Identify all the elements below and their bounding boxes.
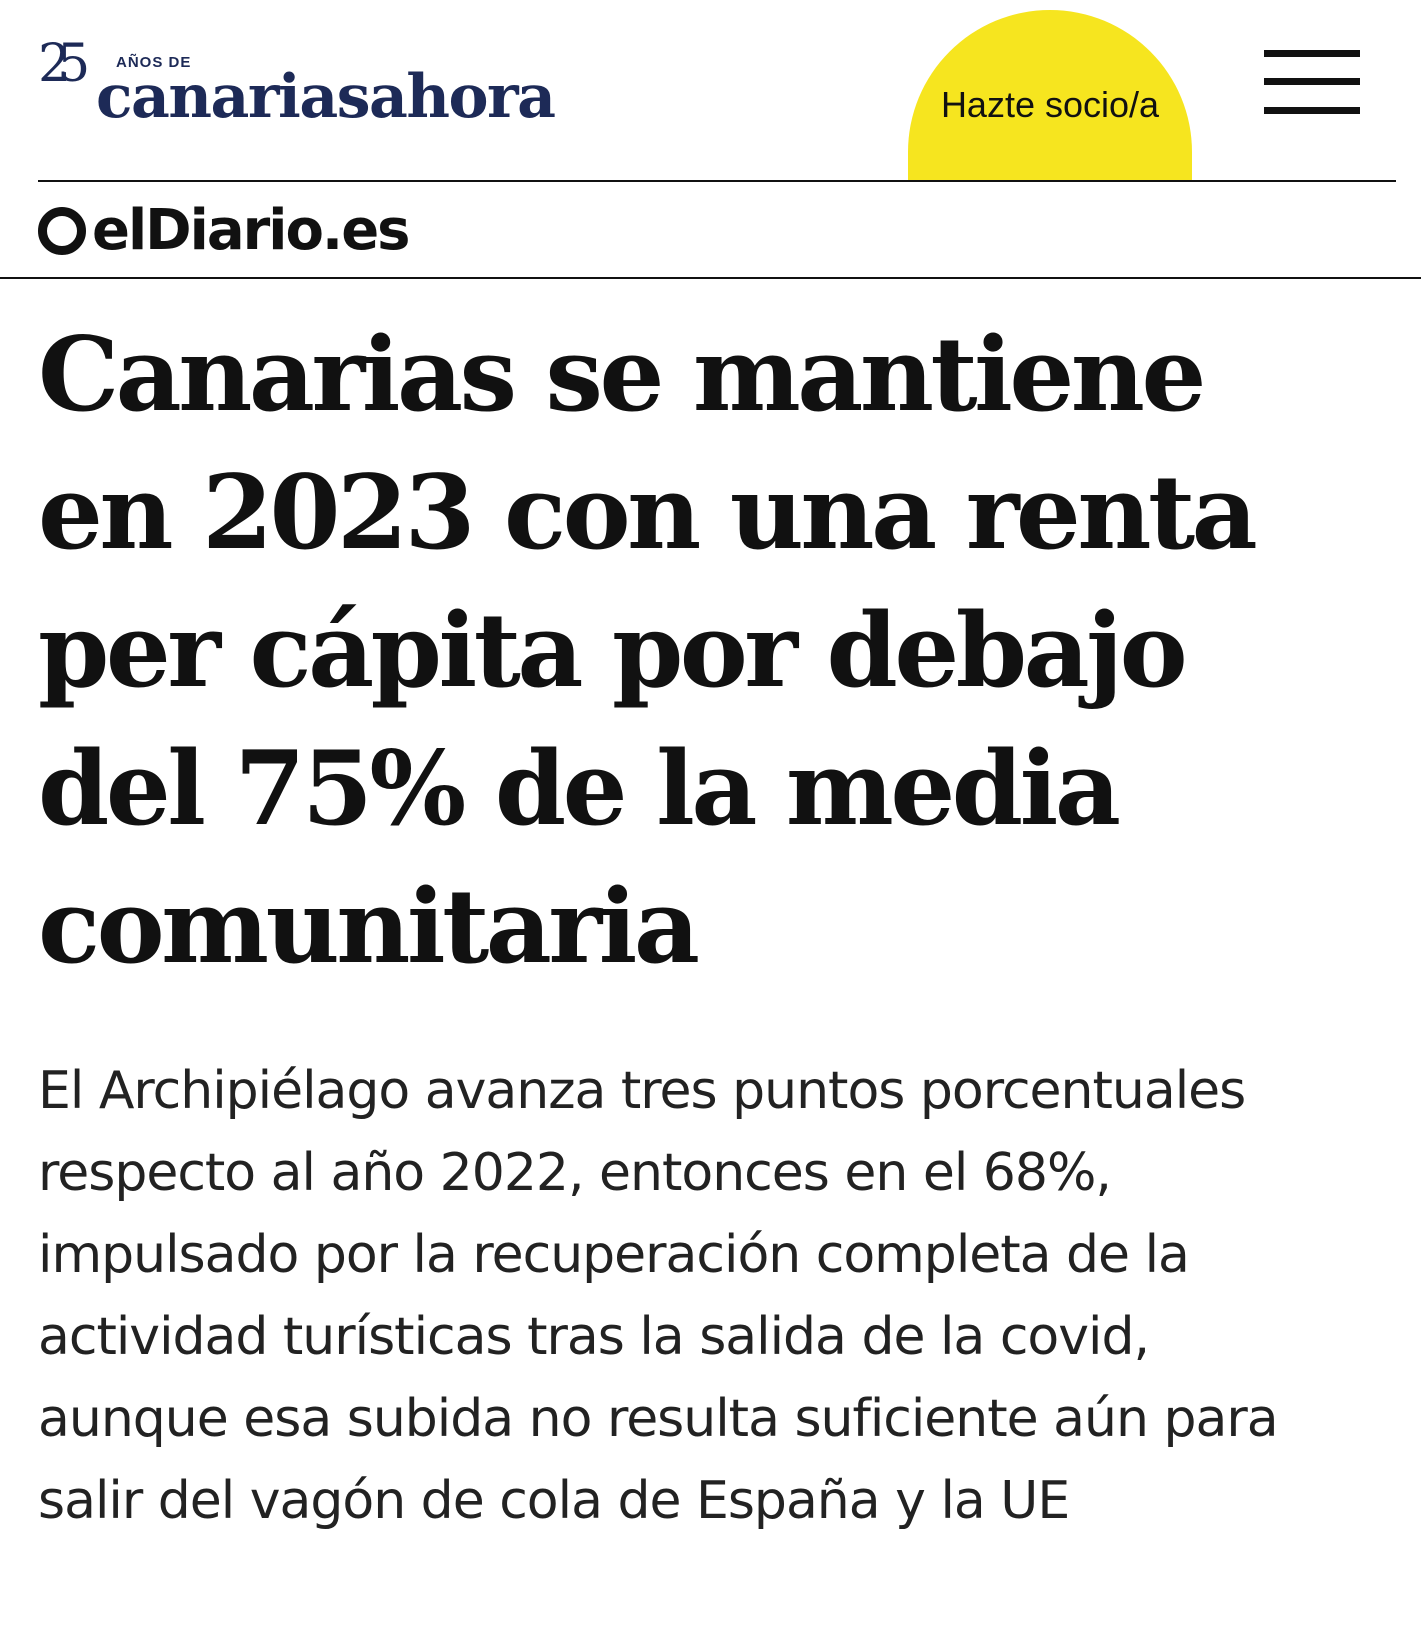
standfirst-line: respecto al año 2022, entonces en el 68%… xyxy=(38,1143,1112,1203)
site-header: 25 AÑOS DE canariasahora Hazte socio/a xyxy=(0,0,1421,182)
canariasahora-logo-link[interactable]: 25 AÑOS DE canariasahora xyxy=(38,36,638,136)
subscribe-button-label: Hazte socio/a xyxy=(940,84,1160,125)
partner-divider xyxy=(0,277,1421,279)
menu-bar-bottom xyxy=(1264,107,1360,114)
anniversary-label: AÑOS DE xyxy=(116,54,192,71)
headline-line: Canarias se mantiene xyxy=(38,315,1206,435)
site-name: canariasahora xyxy=(96,62,556,132)
anniversary-number: 25 xyxy=(38,34,90,94)
standfirst-line: impulsado por la recuperación completa d… xyxy=(38,1225,1190,1285)
article-standfirst: El Archipiélago avanza tres puntos porce… xyxy=(38,1050,1408,1542)
headline-line: per cápita por debajo xyxy=(38,591,1188,711)
partner-name: elDiario.es xyxy=(92,198,411,263)
headline-line: en 2023 con una renta xyxy=(38,453,1258,573)
eldiario-ring-icon xyxy=(38,207,86,255)
header-divider xyxy=(38,180,1396,182)
menu-bar-top xyxy=(1264,50,1360,57)
standfirst-line: actividad turísticas tras la salida de l… xyxy=(38,1307,1150,1367)
headline-line: del 75% de la media xyxy=(38,729,1121,849)
headline-line: comunitaria xyxy=(38,867,700,987)
hamburger-menu-icon[interactable] xyxy=(1264,46,1360,120)
subscribe-button[interactable]: Hazte socio/a xyxy=(908,10,1192,182)
menu-bar-middle xyxy=(1264,78,1360,85)
standfirst-line: salir del vagón de cola de España y la U… xyxy=(38,1471,1070,1531)
standfirst-line: aunque esa subida no resulta suficiente … xyxy=(38,1389,1279,1449)
article-headline: Canarias se mantiene en 2023 con una ren… xyxy=(38,306,1388,996)
standfirst-line: El Archipiélago avanza tres puntos porce… xyxy=(38,1061,1246,1121)
eldiario-logo-link[interactable]: elDiario.es xyxy=(38,198,411,264)
